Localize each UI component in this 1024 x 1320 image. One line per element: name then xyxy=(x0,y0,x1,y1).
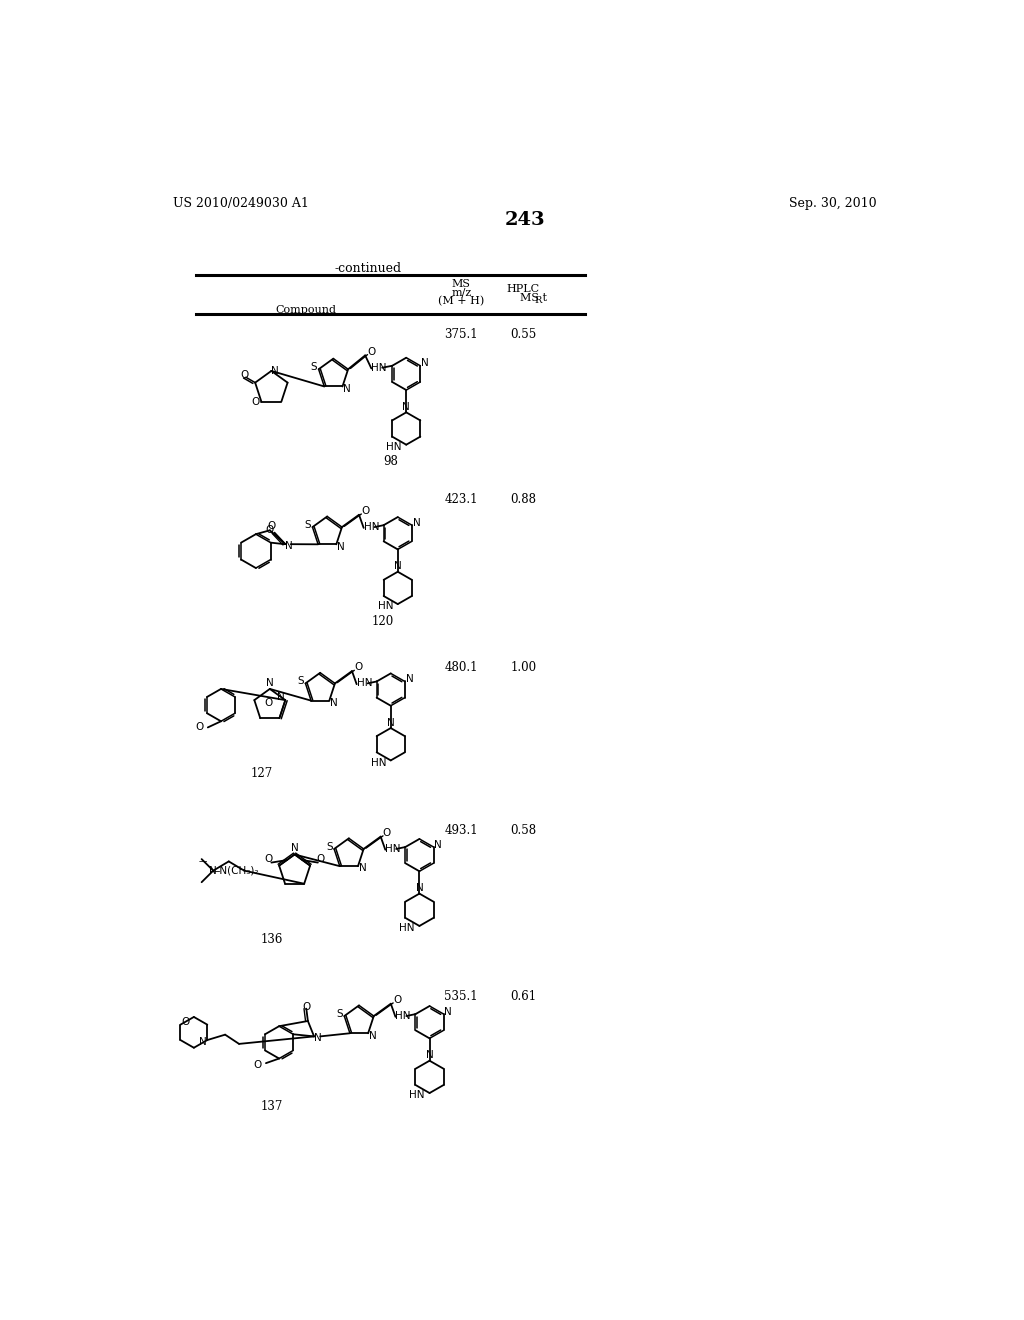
Text: R: R xyxy=(535,296,542,305)
Text: N: N xyxy=(369,1031,377,1040)
Text: 137: 137 xyxy=(260,1100,283,1113)
Text: HN: HN xyxy=(364,523,379,532)
Text: N: N xyxy=(402,403,411,412)
Text: 0.88: 0.88 xyxy=(510,494,537,507)
Text: N: N xyxy=(444,1007,453,1016)
Text: N: N xyxy=(426,1051,433,1060)
Text: O: O xyxy=(316,854,325,865)
Text: 493.1: 493.1 xyxy=(444,825,478,837)
Text: N: N xyxy=(337,541,345,552)
Text: 243: 243 xyxy=(505,211,545,228)
Text: O: O xyxy=(264,854,272,865)
Text: N: N xyxy=(314,1034,322,1043)
Text: O: O xyxy=(251,396,259,407)
Text: N: N xyxy=(199,1038,207,1047)
Text: S: S xyxy=(336,1008,343,1019)
Text: N: N xyxy=(330,698,338,708)
Text: 0.55: 0.55 xyxy=(510,327,537,341)
Text: MS: MS xyxy=(452,280,471,289)
Text: O: O xyxy=(393,995,401,1005)
Text: S: S xyxy=(327,842,333,851)
Text: S: S xyxy=(310,362,317,372)
Text: O: O xyxy=(254,1060,262,1069)
Text: O: O xyxy=(368,347,376,358)
Text: O: O xyxy=(383,828,391,838)
Text: HN: HN xyxy=(372,363,387,372)
Text: N: N xyxy=(276,692,285,702)
Text: 98: 98 xyxy=(383,455,398,469)
Text: 480.1: 480.1 xyxy=(444,661,478,675)
Text: O: O xyxy=(267,520,275,531)
Text: HN: HN xyxy=(399,923,415,933)
Text: N: N xyxy=(270,366,279,376)
Text: O: O xyxy=(196,722,204,733)
Text: HN: HN xyxy=(385,843,400,854)
Text: —N(CH₃)₂: —N(CH₃)₂ xyxy=(209,866,259,875)
Text: N: N xyxy=(266,677,273,688)
Text: 136: 136 xyxy=(260,933,283,946)
Text: 1.00: 1.00 xyxy=(510,661,537,675)
Text: 0.61: 0.61 xyxy=(510,990,537,1003)
Text: HPLC: HPLC xyxy=(507,284,540,294)
Text: S: S xyxy=(304,520,311,529)
Text: N: N xyxy=(387,718,394,727)
Text: -continued: -continued xyxy=(335,263,401,276)
Text: N: N xyxy=(434,840,442,850)
Text: m/z: m/z xyxy=(452,288,471,298)
Text: O: O xyxy=(354,663,362,672)
Text: MS t: MS t xyxy=(520,293,547,304)
Text: HN: HN xyxy=(371,758,386,768)
Text: —: — xyxy=(199,857,208,866)
Text: 127: 127 xyxy=(251,767,273,780)
Text: 0.58: 0.58 xyxy=(510,825,537,837)
Text: HN: HN xyxy=(386,442,401,451)
Text: O: O xyxy=(181,1018,189,1027)
Text: N: N xyxy=(343,384,351,393)
Text: N: N xyxy=(413,517,421,528)
Text: Compound: Compound xyxy=(275,305,337,314)
Text: N: N xyxy=(358,863,367,874)
Text: HN: HN xyxy=(378,602,393,611)
Text: (M + H): (M + H) xyxy=(438,296,484,306)
Text: N: N xyxy=(406,675,414,684)
Text: 423.1: 423.1 xyxy=(444,494,478,507)
Text: HN: HN xyxy=(356,678,372,689)
Text: O: O xyxy=(302,1002,310,1012)
Text: HN: HN xyxy=(410,1090,425,1101)
Text: N: N xyxy=(394,561,401,572)
Text: 375.1: 375.1 xyxy=(444,327,478,341)
Text: N: N xyxy=(421,359,429,368)
Text: O: O xyxy=(264,698,272,708)
Text: US 2010/0249030 A1: US 2010/0249030 A1 xyxy=(173,197,309,210)
Text: 535.1: 535.1 xyxy=(444,990,478,1003)
Text: Sep. 30, 2010: Sep. 30, 2010 xyxy=(790,197,877,210)
Text: HN: HN xyxy=(395,1011,411,1022)
Text: O: O xyxy=(361,506,370,516)
Text: N: N xyxy=(285,541,292,550)
Text: N: N xyxy=(291,843,299,853)
Text: 120: 120 xyxy=(371,615,393,628)
Text: S: S xyxy=(298,676,304,686)
Text: O: O xyxy=(241,370,249,380)
Text: N: N xyxy=(209,866,217,875)
Text: N: N xyxy=(416,883,423,894)
Text: O: O xyxy=(265,524,274,535)
